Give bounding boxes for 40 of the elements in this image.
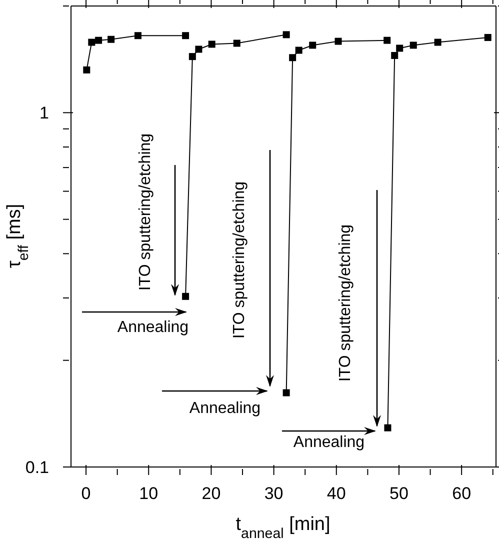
x-axis-title: t$_{anneal}$ [min] [236, 514, 330, 542]
annotation: Annealing [293, 434, 365, 451]
point [396, 44, 404, 52]
point [334, 38, 342, 45]
point [282, 31, 290, 38]
annotation: ITO sputtering/etching [231, 181, 248, 339]
point [391, 52, 398, 59]
annotation: Annealing [189, 400, 261, 417]
point [182, 292, 190, 300]
point [208, 40, 216, 48]
point [384, 424, 392, 432]
point [134, 32, 142, 40]
x-tick-label: 0 [81, 484, 91, 503]
point [182, 32, 190, 40]
x-tick-label: 20 [202, 484, 221, 503]
annotation: ITO sputtering/etching [137, 133, 154, 291]
y-tick-label: 0.1 [25, 458, 49, 477]
point [289, 54, 296, 62]
x-tick-label: 60 [452, 484, 472, 503]
point [95, 36, 102, 44]
x-tick-label: 10 [139, 484, 158, 503]
point [282, 389, 290, 396]
point [233, 40, 240, 47]
point [88, 38, 96, 46]
point [484, 34, 492, 41]
point [295, 46, 302, 54]
point [108, 36, 115, 43]
y-tick-label: 1 [40, 104, 49, 123]
x-tick-label: 30 [264, 484, 284, 503]
annotation: Annealing [117, 319, 189, 336]
point [188, 53, 196, 60]
point [384, 36, 391, 44]
point [309, 42, 316, 49]
x-tick-label: 40 [326, 484, 346, 503]
point [410, 42, 417, 49]
x-tick-label: 50 [390, 484, 408, 503]
point [195, 46, 202, 53]
point [434, 38, 442, 46]
annotation: ITO sputtering/etching [337, 224, 354, 382]
point [83, 66, 90, 74]
